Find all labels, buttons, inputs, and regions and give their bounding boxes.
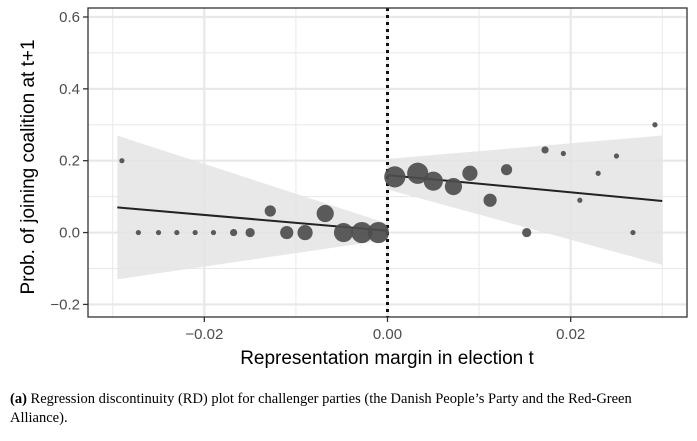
data-point: [444, 177, 463, 196]
confidence-band: [117, 135, 388, 280]
data-point: [351, 221, 373, 244]
data-point: [210, 229, 217, 236]
data-point: [384, 166, 406, 188]
data-point: [595, 170, 601, 176]
data-point: [630, 229, 636, 236]
y-tick-label: −0.2: [50, 296, 80, 313]
x-tick-label: 0.00: [373, 326, 402, 343]
caption-text: Regression discontinuity (RD) plot for c…: [10, 391, 632, 426]
data-point: [155, 229, 162, 236]
data-point: [367, 221, 389, 244]
data-point: [119, 158, 125, 164]
data-point: [483, 193, 497, 207]
y-tick-label: 0.2: [59, 153, 80, 170]
data-point: [264, 205, 276, 217]
data-point: [135, 229, 141, 236]
data-point: [577, 197, 583, 203]
data-point: [613, 153, 620, 159]
data-point: [174, 229, 180, 236]
data-point: [333, 222, 354, 243]
data-point: [230, 228, 238, 237]
data-point: [192, 229, 198, 236]
figure-caption: (a) Regression discontinuity (RD) plot f…: [10, 390, 690, 428]
data-point: [652, 122, 658, 128]
data-point: [280, 225, 294, 240]
y-tick-label: 0.4: [59, 81, 80, 98]
x-tick-label: 0.02: [556, 326, 585, 343]
data-points: [119, 122, 658, 244]
y-tick-label: 0.6: [59, 9, 80, 26]
confidence-bands: [117, 135, 663, 280]
data-point: [316, 204, 334, 223]
data-point: [297, 224, 313, 241]
y-tick-label: 0.0: [59, 225, 80, 242]
confidence-band: [387, 135, 663, 265]
caption-label: (a): [10, 391, 27, 407]
data-point: [407, 162, 429, 184]
data-point: [423, 171, 443, 191]
axes: −0.2 0.0 0.2 0.4 0.6 −0.02 0.00 0.02: [50, 7, 688, 343]
y-axis-label: Prob. of joining coalition at t+1: [18, 39, 39, 294]
data-point: [560, 150, 566, 157]
data-point: [500, 164, 513, 176]
x-tick-label: −0.02: [185, 326, 223, 343]
data-point: [541, 146, 549, 154]
x-axis-label: Representation margin in election t: [240, 348, 534, 369]
rd-scatter-chart: −0.2 0.0 0.2 0.4 0.6 −0.02 0.00 0.02 Representa…: [18, 7, 688, 369]
data-point: [462, 165, 478, 181]
data-point: [245, 227, 255, 238]
data-point: [522, 227, 532, 238]
